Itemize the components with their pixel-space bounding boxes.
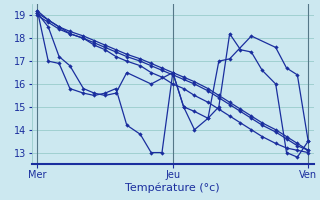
X-axis label: Température (°c): Température (°c) xyxy=(125,182,220,193)
